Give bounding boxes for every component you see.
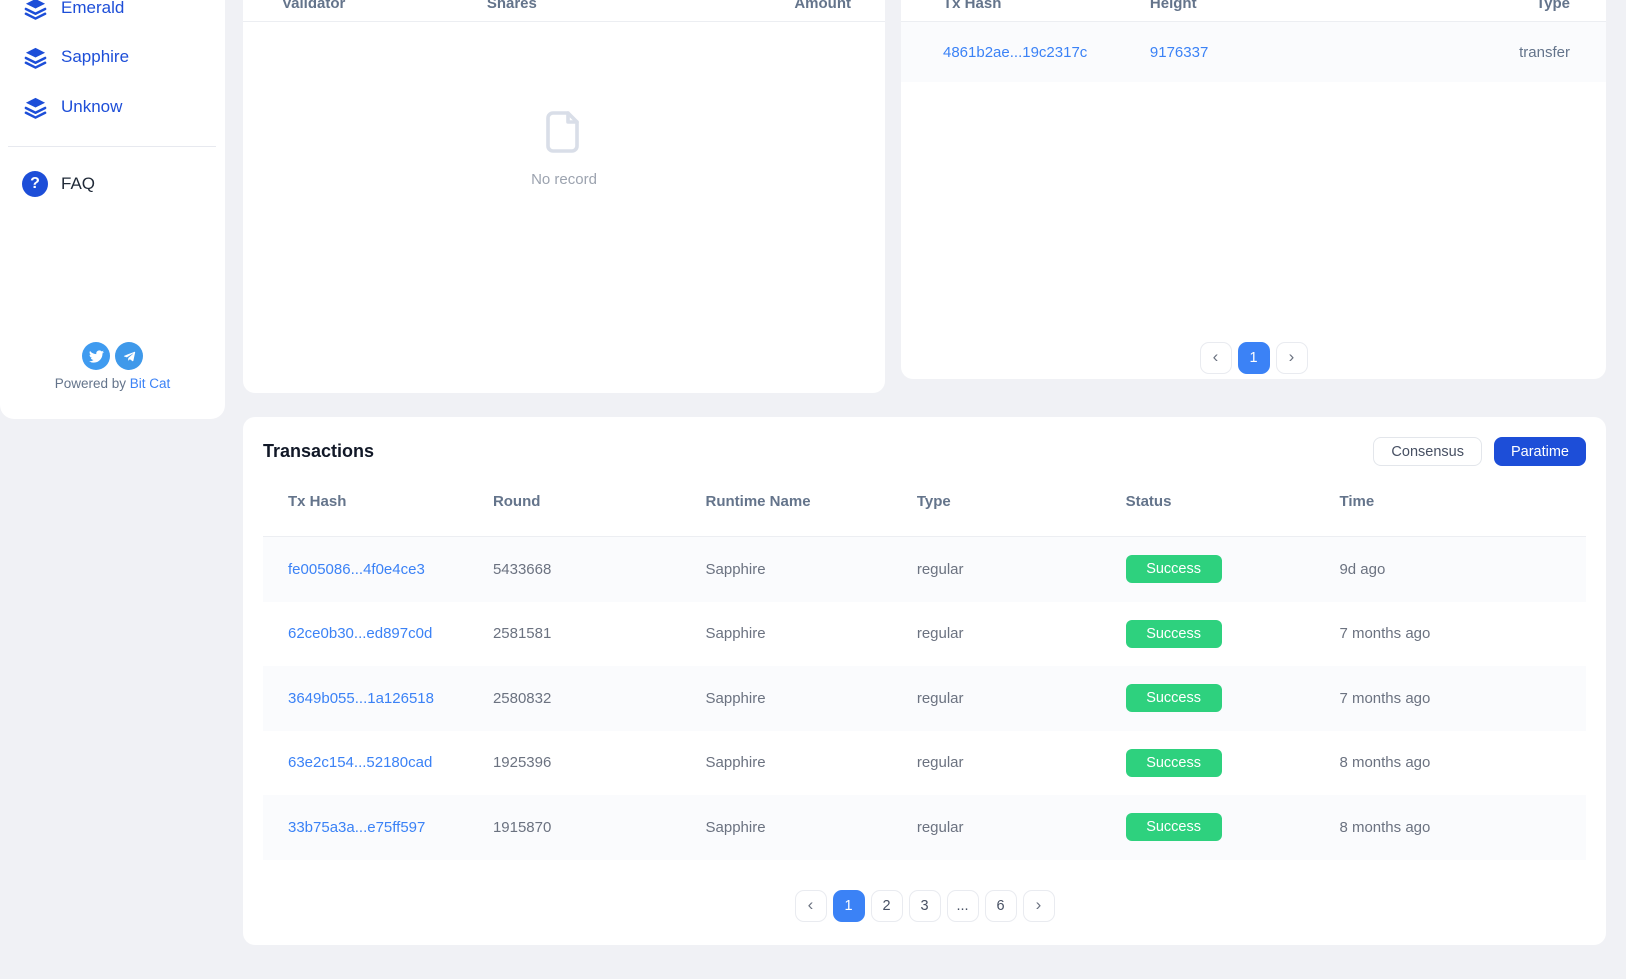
- status-badge: Success: [1125, 748, 1222, 777]
- column-type: Type: [916, 492, 951, 510]
- status-badge: Success: [1125, 813, 1222, 842]
- column-type: Type: [1536, 0, 1570, 12]
- empty-state: No record: [243, 108, 885, 188]
- column-tx-hash: Tx Hash: [288, 492, 347, 510]
- sidebar-item-label: Emerald: [61, 0, 125, 17]
- sidebar-item-emerald[interactable]: Emerald: [24, 0, 124, 22]
- sidebar-item-unknow[interactable]: Unknow: [24, 93, 122, 121]
- column-shares: Shares: [486, 0, 537, 12]
- tx-hash-link[interactable]: 4861b2ae...19c2317c: [943, 43, 1088, 61]
- time-value: 9d ago: [1339, 560, 1386, 578]
- status-badge: Success: [1125, 555, 1222, 584]
- transactions-table-header: Tx Hash Round Runtime Name Type Status T…: [263, 466, 1586, 537]
- type-value: regular: [916, 625, 964, 643]
- table-row: 4861b2ae...19c2317c 9176337 transfer: [901, 22, 1606, 82]
- next-page-button[interactable]: ›: [1022, 889, 1055, 922]
- type-value: regular: [916, 689, 964, 707]
- page-button-6[interactable]: 6: [984, 889, 1017, 922]
- time-value: 8 months ago: [1339, 818, 1431, 836]
- round-value: 2581581: [492, 625, 552, 643]
- column-runtime-name: Runtime Name: [705, 492, 811, 510]
- column-validator: Validator: [282, 0, 346, 12]
- tx-hash-link[interactable]: 62ce0b30...ed897c0d: [288, 625, 433, 643]
- layers-icon: [24, 96, 47, 119]
- faq-label: FAQ: [61, 174, 96, 193]
- paratime-button[interactable]: Paratime: [1493, 437, 1586, 466]
- status-badge: Success: [1125, 684, 1222, 713]
- consensus-tx-table-header: Tx Hash Height Type: [901, 0, 1606, 22]
- page-button-ellipsis[interactable]: ...: [946, 889, 979, 922]
- prev-page-button[interactable]: ‹: [1199, 342, 1232, 374]
- sidebar-item-sapphire[interactable]: Sapphire: [24, 43, 129, 71]
- telegram-icon[interactable]: [115, 342, 143, 370]
- type-value: regular: [916, 560, 964, 578]
- runtime-value: Sapphire: [705, 818, 766, 836]
- tx-type-value: transfer: [1519, 43, 1570, 61]
- column-height: Height: [1149, 0, 1197, 12]
- transactions-pagination: ‹ 1 2 3 ... 6 ›: [243, 889, 1606, 922]
- layers-icon: [24, 46, 47, 69]
- layers-icon: [24, 0, 47, 20]
- status-badge: Success: [1125, 619, 1222, 648]
- table-row: fe005086...4f0e4ce3 5433668 Sapphire reg…: [263, 537, 1586, 602]
- powered-by: Powered by Bit Cat: [0, 376, 225, 391]
- runtime-value: Sapphire: [705, 560, 766, 578]
- page-button-3[interactable]: 3: [908, 889, 941, 922]
- twitter-icon[interactable]: [82, 342, 110, 370]
- height-link[interactable]: 9176337: [1149, 43, 1209, 61]
- table-row: 33b75a3a...e75ff597 1915870 Sapphire reg…: [263, 795, 1586, 860]
- transactions-table: Tx Hash Round Runtime Name Type Status T…: [263, 466, 1586, 860]
- round-value: 1915870: [492, 818, 552, 836]
- bit-cat-link[interactable]: Bit Cat: [129, 376, 171, 391]
- delegations-panel: Validator Shares Amount No record: [243, 0, 885, 393]
- runtime-value: Sapphire: [705, 625, 766, 643]
- column-tx-hash: Tx Hash: [943, 0, 1002, 12]
- column-time: Time: [1339, 492, 1375, 510]
- tx-hash-link[interactable]: 3649b055...1a126518: [288, 689, 434, 707]
- page-button-2[interactable]: 2: [870, 889, 903, 922]
- table-row: 3649b055...1a126518 2580832 Sapphire reg…: [263, 666, 1586, 731]
- column-status: Status: [1125, 492, 1172, 510]
- sidebar-item-label: Sapphire: [61, 47, 130, 66]
- file-icon: [540, 111, 588, 160]
- page-button-1[interactable]: 1: [1237, 342, 1270, 374]
- table-row: 62ce0b30...ed897c0d 2581581 Sapphire reg…: [263, 602, 1586, 667]
- consensus-tx-pagination: ‹ 1 ›: [901, 342, 1606, 374]
- round-value: 2580832: [492, 689, 552, 707]
- table-row: 63e2c154...52180cad 1925396 Sapphire reg…: [263, 731, 1586, 796]
- consensus-tx-panel: Tx Hash Height Type 4861b2ae...19c2317c …: [901, 0, 1606, 379]
- column-amount: Amount: [794, 0, 851, 12]
- prev-page-button[interactable]: ‹: [794, 889, 827, 922]
- sidebar-divider: [8, 146, 216, 147]
- empty-state-text: No record: [531, 171, 597, 188]
- powered-by-text: Powered by: [54, 376, 126, 391]
- social-links: [0, 342, 225, 370]
- time-value: 7 months ago: [1339, 689, 1431, 707]
- runtime-value: Sapphire: [705, 754, 766, 772]
- sidebar-item-label: Unknow: [61, 97, 123, 116]
- round-value: 1925396: [492, 754, 552, 772]
- transactions-title: Transactions: [263, 441, 375, 461]
- tx-hash-link[interactable]: 33b75a3a...e75ff597: [288, 818, 426, 836]
- page-button-1[interactable]: 1: [832, 889, 865, 922]
- question-icon: ?: [22, 171, 48, 197]
- time-value: 8 months ago: [1339, 754, 1431, 772]
- transactions-panel: Transactions Consensus Paratime Tx Hash …: [243, 417, 1606, 945]
- column-round: Round: [492, 492, 541, 510]
- consensus-button[interactable]: Consensus: [1373, 437, 1482, 466]
- sidebar: Emerald Sapphire Unknow ? FAQ: [0, 0, 225, 419]
- type-value: regular: [916, 818, 964, 836]
- tx-hash-link[interactable]: fe005086...4f0e4ce3: [288, 560, 425, 578]
- sidebar-item-faq[interactable]: ? FAQ: [22, 170, 95, 198]
- round-value: 5433668: [492, 560, 552, 578]
- delegations-table-header: Validator Shares Amount: [243, 0, 885, 22]
- next-page-button[interactable]: ›: [1275, 342, 1308, 374]
- runtime-value: Sapphire: [705, 689, 766, 707]
- tx-hash-link[interactable]: 63e2c154...52180cad: [288, 754, 433, 772]
- type-value: regular: [916, 754, 964, 772]
- time-value: 7 months ago: [1339, 625, 1431, 643]
